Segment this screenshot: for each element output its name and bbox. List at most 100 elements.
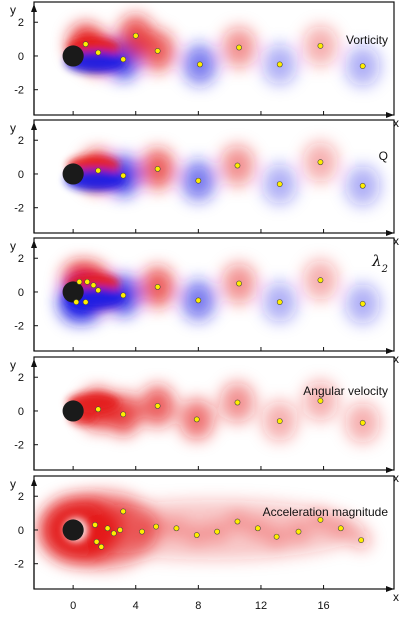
y-tick-label: -2 bbox=[14, 440, 24, 452]
y-tick-label: 2 bbox=[18, 253, 24, 265]
vortex-center-marker bbox=[254, 525, 261, 532]
vortex-center-marker bbox=[95, 49, 102, 56]
y-axis-label: y bbox=[10, 358, 16, 372]
x-tick-label: 12 bbox=[255, 600, 267, 612]
y-tick-label: -2 bbox=[14, 559, 24, 571]
x-axis-label: x bbox=[393, 352, 399, 366]
y-tick-label: 0 bbox=[18, 169, 24, 181]
vortex-center-marker bbox=[76, 278, 83, 285]
y-axis-arrow bbox=[31, 240, 37, 248]
panel-2: 2 0 -2 y x Q bbox=[10, 119, 399, 248]
vortex-center-marker bbox=[82, 299, 89, 305]
panel-title: Q bbox=[379, 149, 388, 163]
y-axis-label: y bbox=[10, 239, 16, 253]
vortex-center-marker bbox=[359, 419, 366, 426]
x-axis-label: x bbox=[393, 116, 399, 130]
vortex-center-marker bbox=[317, 516, 324, 523]
vortex-center-marker bbox=[236, 44, 242, 51]
x-tick-label: 4 bbox=[133, 600, 139, 612]
vortex-center-marker bbox=[317, 159, 324, 166]
vortex-center-marker bbox=[95, 406, 102, 413]
vortex-center-marker bbox=[273, 533, 280, 540]
cylinder bbox=[62, 281, 84, 303]
x-axis-arrow bbox=[386, 230, 394, 236]
vortex-center-marker bbox=[276, 418, 283, 424]
vortex-center-marker bbox=[195, 297, 202, 304]
y-tick-label: 2 bbox=[18, 491, 24, 503]
vortex-center-marker bbox=[120, 172, 127, 179]
vortex-center-marker bbox=[359, 182, 366, 189]
y-tick-label: 0 bbox=[18, 287, 24, 299]
cylinder bbox=[62, 519, 84, 541]
vortex-center-marker bbox=[98, 543, 105, 550]
panel-4: 2 0 -2 y x Angular velocity bbox=[10, 356, 399, 485]
vortex-center-marker bbox=[317, 397, 324, 404]
y-axis-arrow bbox=[31, 359, 37, 367]
vortex-center-marker bbox=[120, 411, 127, 418]
vortex-center-marker bbox=[234, 518, 241, 525]
vortex-center-marker bbox=[95, 287, 102, 294]
y-tick-label: 0 bbox=[18, 51, 24, 63]
panel-1: 2 0 -2 y x Vorticity bbox=[10, 1, 399, 130]
vortex-center-marker bbox=[276, 61, 283, 68]
vortex-center-marker bbox=[317, 277, 324, 284]
vortex-center-marker bbox=[139, 528, 145, 535]
vortex-center-marker bbox=[173, 525, 180, 532]
y-tick-label: 0 bbox=[18, 406, 24, 418]
y-tick-label: -2 bbox=[14, 321, 24, 333]
y-tick-label: -2 bbox=[14, 203, 24, 215]
cylinder bbox=[62, 163, 84, 185]
x-axis-label: x bbox=[393, 234, 399, 248]
vortex-center-marker bbox=[214, 528, 221, 535]
panel-title: Acceleration magnitude bbox=[263, 505, 389, 519]
y-axis-arrow bbox=[31, 4, 37, 12]
vortex-center-marker bbox=[153, 523, 159, 530]
vortex-center-marker bbox=[236, 280, 242, 287]
vortex-center-marker bbox=[120, 56, 127, 63]
y-tick-label: 2 bbox=[18, 17, 24, 29]
panel-title: λ2 bbox=[371, 252, 388, 275]
vortex-center-marker bbox=[337, 525, 344, 532]
y-axis-label: y bbox=[10, 3, 16, 17]
panel-3: 2 0 -2 y x λ2 bbox=[10, 237, 399, 366]
vortex-center-marker bbox=[195, 177, 202, 184]
vortex-center-marker bbox=[359, 63, 366, 69]
x-axis-arrow bbox=[386, 467, 394, 473]
vortex-center-marker bbox=[317, 42, 324, 49]
vortex-center-marker bbox=[110, 530, 117, 537]
x-tick-label: 16 bbox=[317, 600, 329, 612]
vortex-center-marker bbox=[234, 162, 241, 169]
vortex-center-marker bbox=[193, 532, 200, 538]
vortex-center-marker bbox=[276, 181, 283, 187]
vortex-center-marker bbox=[92, 522, 98, 528]
vortex-center-marker bbox=[295, 528, 302, 535]
panel-title: Vorticity bbox=[346, 33, 388, 47]
y-tick-label: -2 bbox=[14, 85, 24, 97]
x-axis-arrow bbox=[386, 348, 394, 354]
panel-5: 2 0 -2 y x 0 4 8 12 16 Acceleration magnitude bbox=[10, 475, 399, 612]
vortex-center-marker bbox=[154, 166, 161, 172]
vortex-center-marker bbox=[120, 508, 127, 515]
y-axis-arrow bbox=[31, 478, 37, 486]
vortex-center-marker bbox=[73, 299, 80, 305]
y-axis-arrow bbox=[31, 122, 37, 130]
vortex-center-marker bbox=[117, 527, 123, 533]
x-tick-label: 0 bbox=[70, 600, 76, 612]
vortex-center-marker bbox=[197, 61, 203, 68]
x-axis-arrow bbox=[386, 112, 394, 118]
vortex-center-marker bbox=[90, 282, 97, 289]
y-tick-label: 2 bbox=[18, 135, 24, 147]
vortex-center-marker bbox=[95, 167, 102, 174]
vortex-center-marker bbox=[154, 284, 161, 290]
vortex-center-marker bbox=[276, 299, 283, 305]
y-axis-label: y bbox=[10, 477, 16, 491]
x-tick-label: 8 bbox=[195, 600, 201, 612]
x-axis-arrow bbox=[386, 586, 394, 592]
cylinder bbox=[62, 400, 84, 422]
vortex-center-marker bbox=[193, 416, 200, 423]
vortex-center-marker bbox=[120, 292, 127, 299]
vortex-center-marker bbox=[358, 537, 365, 543]
y-tick-label: 2 bbox=[18, 372, 24, 384]
x-axis-label: x bbox=[393, 590, 399, 604]
